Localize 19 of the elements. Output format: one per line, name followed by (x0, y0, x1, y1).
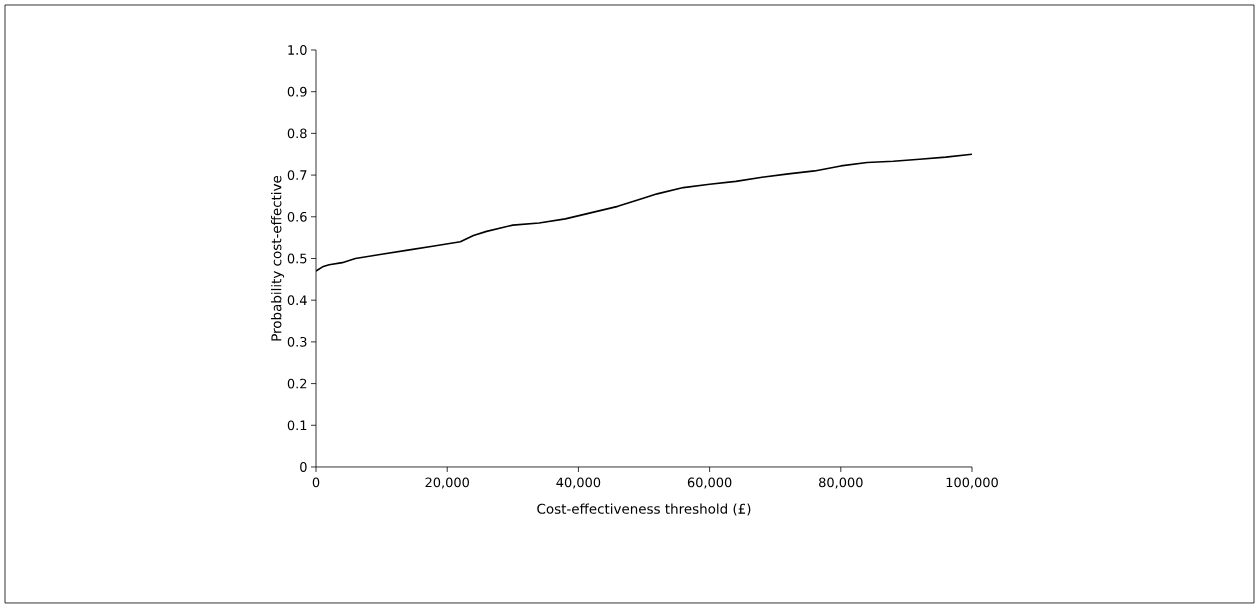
y-tick-label: 0.1 (287, 420, 307, 431)
y-tick-label: 0.9 (287, 86, 307, 97)
x-axis-title: Cost-effectiveness threshold (£) (537, 503, 751, 516)
y-tick-label: 0.5 (287, 253, 307, 264)
x-tick-label: 60,000 (687, 477, 732, 489)
y-tick-label: 1.0 (288, 45, 307, 55)
x-tick-label: 40,000 (556, 477, 601, 489)
x-tick-label: 100,000 (946, 477, 998, 489)
y-tick-label: 0.2 (287, 378, 307, 389)
x-tick-label: 0 (312, 477, 320, 488)
y-tick-label: 0.4 (287, 295, 307, 306)
y-tick-label: 0.7 (287, 170, 307, 180)
y-tick-label: 0.3 (287, 336, 307, 347)
y-tick-label: 0.6 (287, 211, 307, 222)
x-tick-label: 80,000 (819, 477, 863, 489)
y-axis-title: Probability cost-effective (271, 175, 285, 341)
y-tick-label: 0.8 (287, 128, 307, 139)
x-tick-label: 20,000 (425, 477, 469, 489)
y-tick-label: 0 (300, 462, 307, 472)
